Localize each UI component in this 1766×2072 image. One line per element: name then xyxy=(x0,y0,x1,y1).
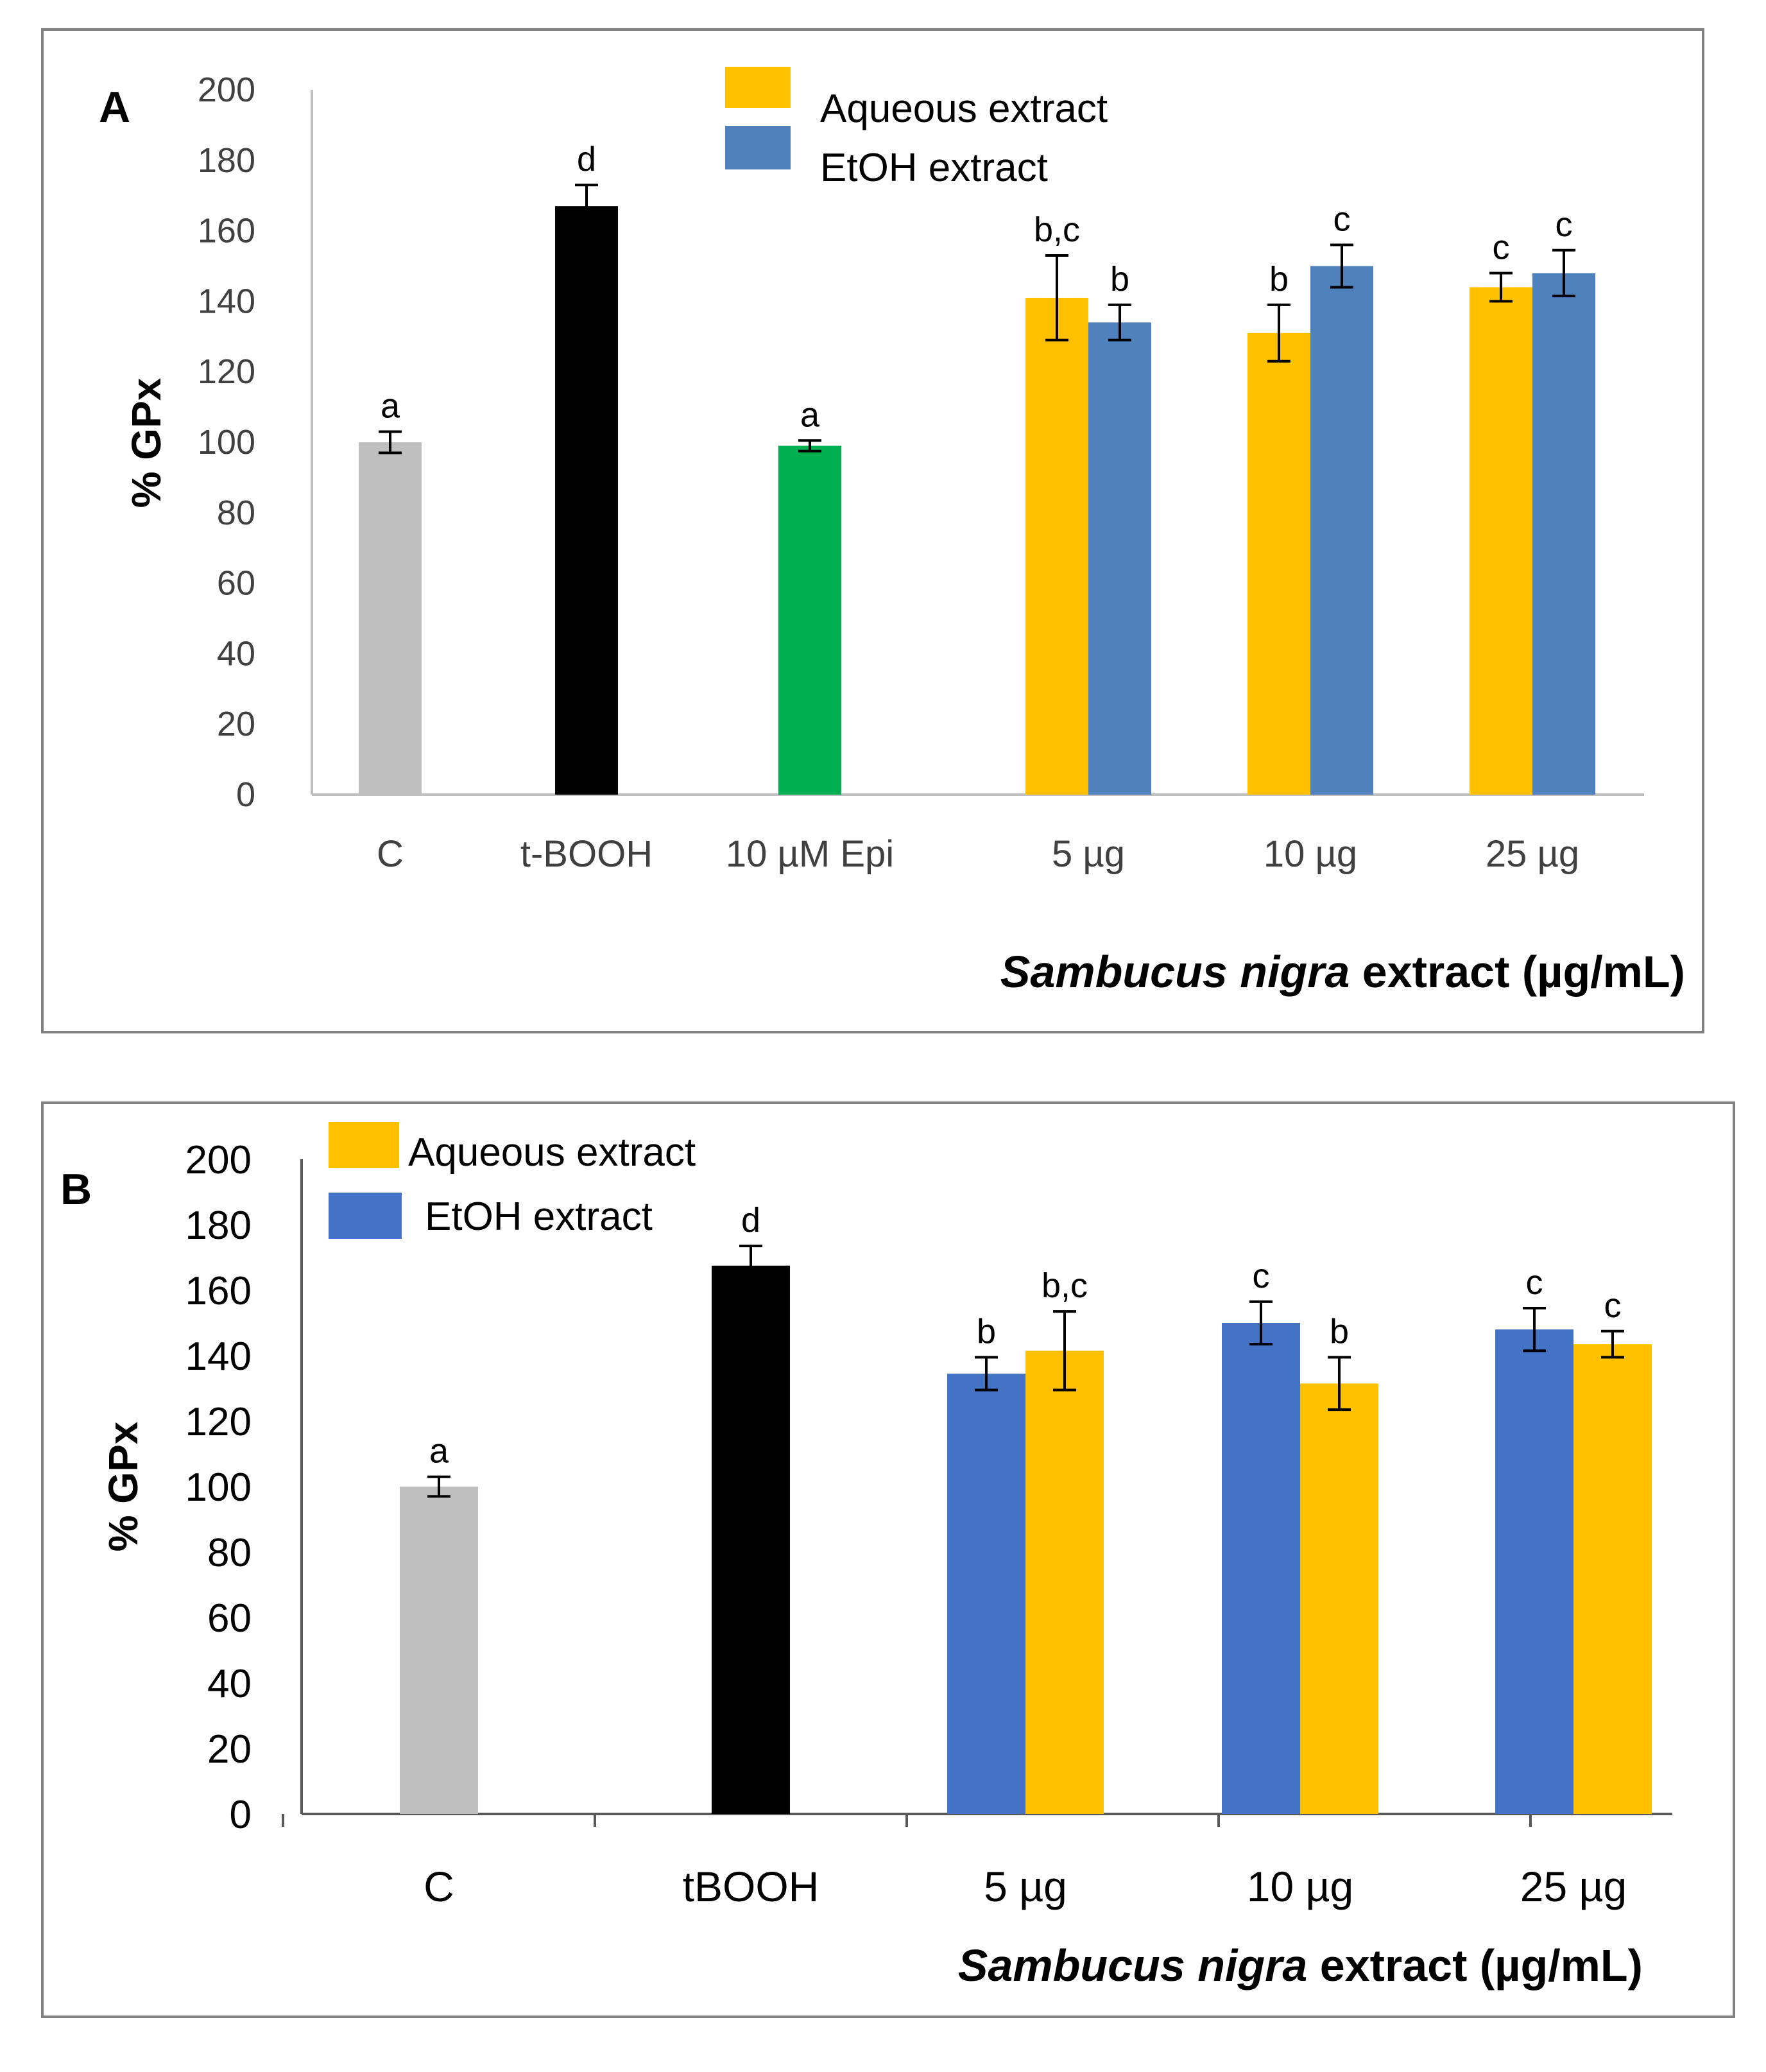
significance-letter-10-m-epi: a xyxy=(800,395,820,434)
legend-swatch-aqueous xyxy=(329,1122,399,1168)
y-tick-label: 20 xyxy=(207,1727,252,1772)
legend-label-etoh: EtOH extract xyxy=(425,1195,653,1239)
panel-a-x-axis-title: Sambucus nigra extract (µg/mL) xyxy=(1000,947,1685,997)
x-tick-label-10-g: 10 µg xyxy=(1247,1863,1353,1910)
y-tick-label: 80 xyxy=(217,494,255,532)
x-tick-label-t-booh: t-BOOH xyxy=(520,833,653,875)
y-tick-label: 40 xyxy=(207,1662,252,1706)
bar-c xyxy=(400,1487,478,1814)
significance-letter-c: a xyxy=(429,1432,449,1471)
y-tick-label: 60 xyxy=(217,564,255,603)
x-tick-label-c: C xyxy=(424,1863,454,1910)
x-tick-label-tbooh: tBOOH xyxy=(683,1863,819,1910)
significance-letter-5-g-etoh-extract: b xyxy=(1110,260,1129,298)
x-tick-label-25-g: 25 µg xyxy=(1486,833,1579,875)
y-tick-label: 60 xyxy=(207,1596,252,1641)
significance-letter-5-g-aqueous-extract: b,c xyxy=(1034,211,1080,249)
y-tick-label: 120 xyxy=(185,1400,252,1444)
y-tick-label: 0 xyxy=(236,775,255,814)
y-tick-label: 100 xyxy=(185,1465,252,1510)
significance-letter-25-g-etoh-extract: c xyxy=(1556,205,1573,244)
significance-letter-10-g-aqueous-extract: b xyxy=(1330,1313,1349,1351)
panel-b-y-tick-labels: 0 20 40 60 80 100 120 140 160 180 200 xyxy=(185,1138,252,1837)
x-tick-label-10-g: 10 µg xyxy=(1264,833,1357,875)
significance-letter-25-g-aqueous-extract: c xyxy=(1493,228,1510,266)
panel-b-y-axis-title: % GPx xyxy=(100,1421,146,1551)
bar-10-g-aqueous-extract xyxy=(1300,1383,1378,1814)
significance-letter-5-g-aqueous-extract: b,c xyxy=(1042,1266,1088,1305)
x-tick-label-5-g: 5 µg xyxy=(1052,833,1125,875)
panel-b-frame xyxy=(41,1101,1735,2018)
y-tick-label: 0 xyxy=(230,1793,252,1837)
panel-b-legend: Aqueous extract EtOH extract xyxy=(329,1122,696,1239)
significance-letter-10-g-etoh-extract: c xyxy=(1333,200,1351,239)
bar-25-g-aqueous-extract xyxy=(1573,1344,1652,1814)
bar-10-g-etoh-extract xyxy=(1222,1323,1300,1814)
panel-a-frame xyxy=(41,28,1704,1033)
y-tick-label: 160 xyxy=(198,212,255,250)
panel-a-label: A xyxy=(99,83,130,132)
panel-a-y-tick-labels: 0 20 40 60 80 100 120 140 160 180 200 xyxy=(198,71,255,814)
bar-25-g-etoh-extract xyxy=(1495,1329,1573,1814)
bar-25-g-etoh-extract xyxy=(1532,273,1595,795)
significance-letter-25-g-etoh-extract: c xyxy=(1526,1263,1543,1302)
panel-a-legend: Aqueous extract EtOH extract xyxy=(725,67,1108,190)
bar-10-m-epi xyxy=(778,445,841,795)
significance-letter-25-g-aqueous-extract: c xyxy=(1604,1286,1622,1325)
bar-5-g-aqueous-extract xyxy=(1025,1351,1104,1814)
significance-letter-5-g-etoh-extract: b xyxy=(977,1313,996,1351)
significance-letter-c: a xyxy=(381,387,400,426)
panel-a: A % GPx 0 20 40 60 80 100 120 140 160 180 200 a d a b… xyxy=(41,28,1704,1033)
legend-label-etoh: EtOH extract xyxy=(820,146,1048,190)
x-tick-label-5-g: 5 µg xyxy=(984,1863,1067,1910)
y-tick-label: 180 xyxy=(198,141,255,180)
legend-label-aqueous: Aqueous extract xyxy=(408,1130,696,1175)
significance-letter-10-g-etoh-extract: c xyxy=(1253,1257,1270,1295)
panel-b-x-axis-title: Sambucus nigra extract (µg/mL) xyxy=(958,1940,1643,1990)
y-tick-label: 120 xyxy=(198,352,255,391)
bar-10-g-aqueous-extract xyxy=(1247,332,1310,795)
y-tick-label: 80 xyxy=(207,1531,252,1575)
significance-letter-tbooh: d xyxy=(741,1201,760,1239)
bar-5-g-etoh-extract xyxy=(947,1374,1025,1814)
bar-25-g-aqueous-extract xyxy=(1470,287,1532,795)
bar-c xyxy=(359,442,422,795)
x-tick-label-25-g: 25 µg xyxy=(1520,1863,1627,1910)
legend-swatch-etoh xyxy=(725,126,791,169)
y-tick-label: 200 xyxy=(185,1138,252,1182)
bar-10-g-etoh-extract xyxy=(1310,266,1373,795)
panel-b: B % GPx 0 20 40 60 80 100 120 140 160 180 200 a d b b… xyxy=(41,1101,1735,2018)
bar-tbooh xyxy=(712,1265,790,1814)
x-tick-label-10-m-epi: 10 µM Epi xyxy=(726,833,894,875)
significance-letter-10-g-aqueous-extract: b xyxy=(1269,260,1289,298)
y-tick-label: 140 xyxy=(198,282,255,320)
legend-swatch-aqueous xyxy=(725,67,791,108)
significance-letter-t-booh: d xyxy=(577,140,596,178)
legend-swatch-etoh xyxy=(329,1193,402,1239)
y-tick-label: 100 xyxy=(198,423,255,462)
y-tick-label: 200 xyxy=(198,71,255,109)
y-tick-label: 140 xyxy=(185,1334,252,1379)
bar-5-g-aqueous-extract xyxy=(1025,297,1088,795)
y-tick-label: 160 xyxy=(185,1269,252,1313)
bar-t-booh xyxy=(555,206,618,795)
panel-a-bars: a d a b,c b b c c c xyxy=(359,140,1595,795)
x-tick-label-c: C xyxy=(377,833,404,875)
y-tick-label: 180 xyxy=(185,1204,252,1248)
panel-a-y-axis-title: % GPx xyxy=(123,377,169,508)
y-tick-label: 20 xyxy=(217,705,255,743)
panel-b-bars: a d b b,c c b c c xyxy=(400,1201,1652,1814)
y-tick-label: 40 xyxy=(217,634,255,673)
legend-label-aqueous: Aqueous extract xyxy=(820,87,1108,131)
panel-b-label: B xyxy=(60,1165,92,1214)
bar-5-g-etoh-extract xyxy=(1088,322,1151,795)
